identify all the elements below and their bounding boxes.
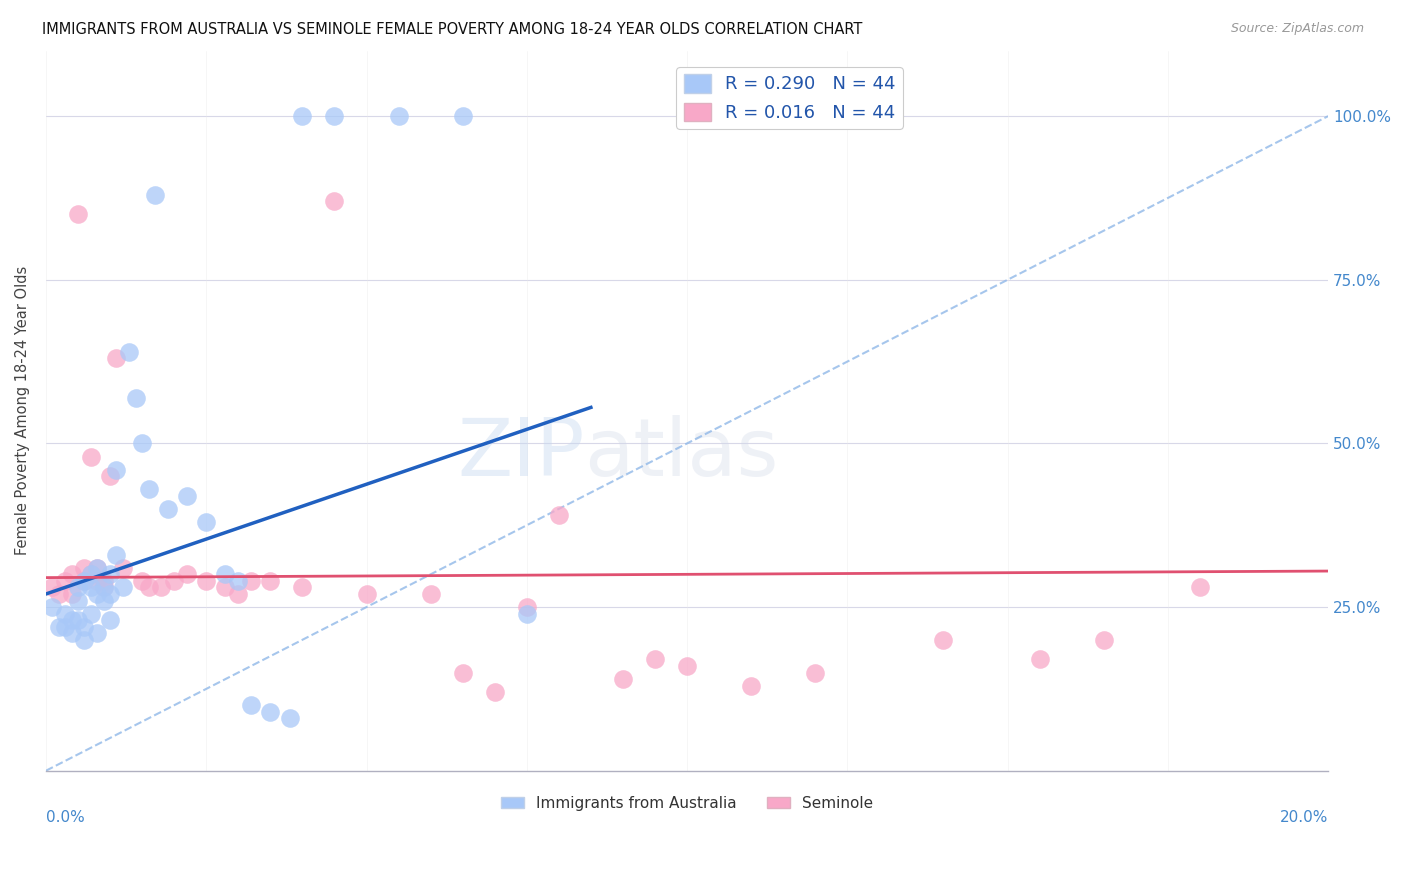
Point <box>41 581 63 595</box>
Point <box>240 574 263 588</box>
Point <box>98 613 121 627</box>
Point <box>60 626 83 640</box>
Point <box>195 515 218 529</box>
Text: 20.0%: 20.0% <box>1279 810 1329 825</box>
Point <box>240 698 263 713</box>
Point <box>516 600 538 615</box>
Point <box>1092 632 1115 647</box>
Point <box>131 436 153 450</box>
Point <box>150 581 173 595</box>
Point <box>291 581 314 595</box>
Point <box>60 587 83 601</box>
Point <box>195 574 218 588</box>
Point <box>73 620 96 634</box>
Point <box>48 587 70 601</box>
Point <box>105 462 128 476</box>
Point <box>259 705 281 719</box>
Point <box>214 581 236 595</box>
Point <box>53 574 76 588</box>
Y-axis label: Female Poverty Among 18-24 Year Olds: Female Poverty Among 18-24 Year Olds <box>15 266 30 556</box>
Point <box>156 501 179 516</box>
Point <box>73 632 96 647</box>
Point <box>138 482 160 496</box>
Point <box>93 593 115 607</box>
Point <box>80 581 103 595</box>
Point <box>291 109 314 123</box>
Point <box>118 344 141 359</box>
Point <box>60 613 83 627</box>
Point <box>111 581 134 595</box>
Text: ZIP: ZIP <box>457 415 585 493</box>
Point <box>226 587 249 601</box>
Point <box>105 548 128 562</box>
Point <box>48 620 70 634</box>
Point <box>278 711 301 725</box>
Point <box>387 109 409 123</box>
Point <box>226 574 249 588</box>
Point <box>356 587 378 601</box>
Point <box>86 626 108 640</box>
Point <box>176 489 198 503</box>
Text: atlas: atlas <box>585 415 779 493</box>
Point <box>80 607 103 621</box>
Point <box>73 561 96 575</box>
Text: IMMIGRANTS FROM AUSTRALIA VS SEMINOLE FEMALE POVERTY AMONG 18-24 YEAR OLDS CORRE: IMMIGRANTS FROM AUSTRALIA VS SEMINOLE FE… <box>42 22 862 37</box>
Point <box>98 567 121 582</box>
Point <box>547 508 569 523</box>
Point <box>1188 581 1211 595</box>
Point <box>259 574 281 588</box>
Point <box>516 607 538 621</box>
Point <box>644 652 666 666</box>
Point <box>53 620 76 634</box>
Point <box>93 581 115 595</box>
Point <box>53 607 76 621</box>
Point <box>111 561 134 575</box>
Point <box>98 469 121 483</box>
Point <box>419 587 441 601</box>
Text: 0.0%: 0.0% <box>46 810 84 825</box>
Point <box>932 632 955 647</box>
Point <box>176 567 198 582</box>
Point <box>804 665 827 680</box>
Point <box>740 679 762 693</box>
Point <box>86 587 108 601</box>
Point <box>86 574 108 588</box>
Point <box>163 574 186 588</box>
Point <box>143 187 166 202</box>
Point <box>676 659 699 673</box>
Point <box>612 672 634 686</box>
Point <box>80 567 103 582</box>
Legend: Immigrants from Australia, Seminole: Immigrants from Australia, Seminole <box>495 789 880 817</box>
Point <box>323 109 346 123</box>
Point <box>131 574 153 588</box>
Point <box>80 450 103 464</box>
Point <box>93 581 115 595</box>
Point <box>484 685 506 699</box>
Text: Source: ZipAtlas.com: Source: ZipAtlas.com <box>1230 22 1364 36</box>
Point <box>80 567 103 582</box>
Point <box>73 574 96 588</box>
Point <box>451 665 474 680</box>
Point <box>66 581 89 595</box>
Point <box>93 574 115 588</box>
Point <box>66 613 89 627</box>
Point <box>86 561 108 575</box>
Point <box>451 109 474 123</box>
Point <box>73 574 96 588</box>
Point <box>214 567 236 582</box>
Point <box>98 587 121 601</box>
Point <box>105 351 128 366</box>
Point <box>66 593 89 607</box>
Point <box>125 391 148 405</box>
Point <box>60 567 83 582</box>
Point <box>41 600 63 615</box>
Point <box>323 194 346 209</box>
Point <box>66 207 89 221</box>
Point <box>86 561 108 575</box>
Point <box>1028 652 1050 666</box>
Point <box>138 581 160 595</box>
